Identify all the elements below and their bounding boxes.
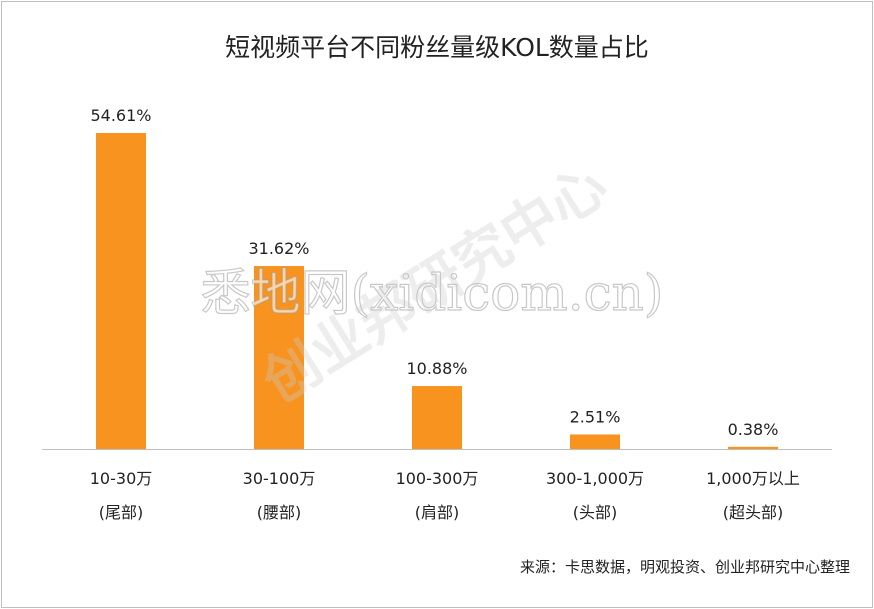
category-label-3-line-2: (肩部) bbox=[415, 503, 460, 522]
data-label-1: 54.61% bbox=[90, 106, 151, 125]
chart-title: 短视频平台不同粉丝量级KOL数量占比 bbox=[225, 33, 649, 62]
category-label-1-line-2: (尾部) bbox=[99, 503, 144, 522]
data-label-5: 0.38% bbox=[728, 420, 779, 439]
source-note: 来源：卡思数据，明观投资、创业邦研究中心整理 bbox=[519, 558, 850, 576]
category-label-5-line-1: 1,000万以上 bbox=[706, 469, 800, 488]
data-label-4: 2.51% bbox=[570, 407, 621, 426]
category-label-5-line-2: (超头部) bbox=[723, 503, 784, 522]
bar-3 bbox=[412, 386, 462, 449]
bar-5 bbox=[728, 446, 778, 449]
bar-4 bbox=[570, 434, 620, 449]
bar-1 bbox=[96, 133, 146, 449]
category-label-3-line-1: 100-300万 bbox=[396, 469, 479, 488]
bar-2 bbox=[254, 266, 304, 449]
data-label-2: 31.62% bbox=[248, 239, 309, 258]
category-label-1-line-1: 10-30万 bbox=[90, 469, 153, 488]
data-label-3: 10.88% bbox=[406, 359, 467, 378]
category-label-2-line-2: (腰部) bbox=[257, 503, 302, 522]
category-label-2-line-1: 30-100万 bbox=[243, 469, 316, 488]
category-label-4-line-1: 300-1,000万 bbox=[546, 469, 644, 488]
category-label-4-line-2: (头部) bbox=[573, 503, 618, 522]
